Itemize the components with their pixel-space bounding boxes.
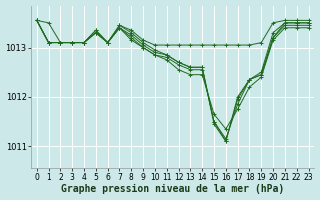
X-axis label: Graphe pression niveau de la mer (hPa): Graphe pression niveau de la mer (hPa) bbox=[61, 184, 284, 194]
